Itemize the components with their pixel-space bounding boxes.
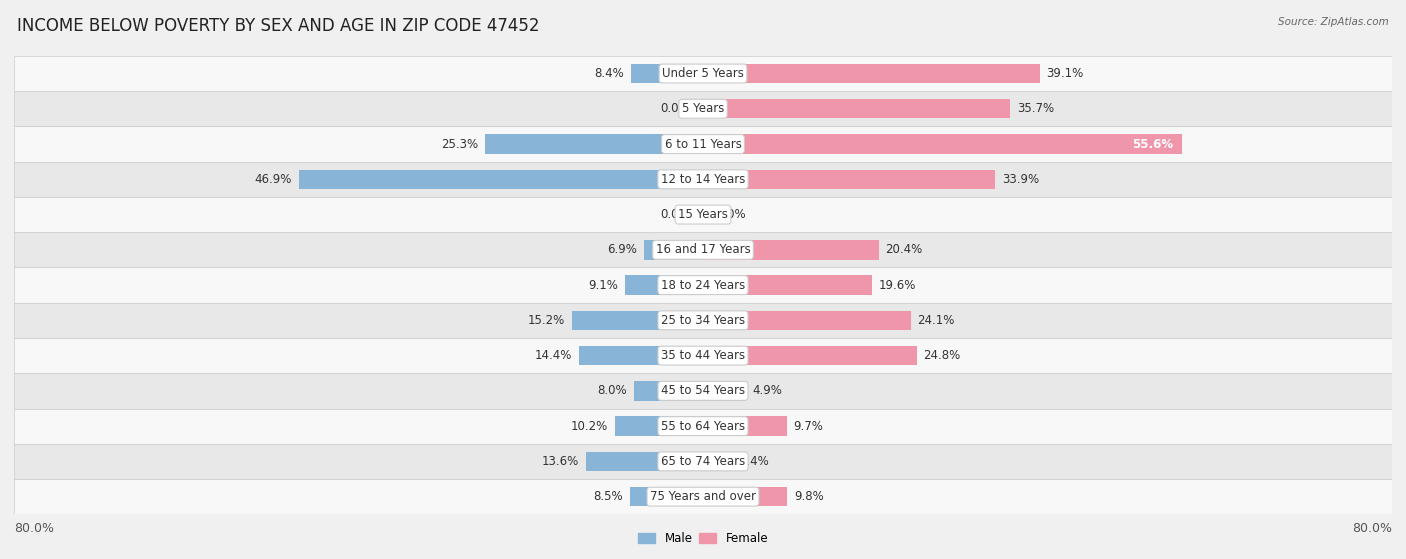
Bar bbox=[14, 373, 1392, 409]
Text: 14.4%: 14.4% bbox=[534, 349, 572, 362]
Text: 35 to 44 Years: 35 to 44 Years bbox=[661, 349, 745, 362]
Text: 4.9%: 4.9% bbox=[752, 385, 782, 397]
Text: 18 to 24 Years: 18 to 24 Years bbox=[661, 278, 745, 292]
Text: 8.4%: 8.4% bbox=[593, 67, 624, 80]
Bar bbox=[703, 346, 917, 366]
Bar bbox=[14, 303, 1392, 338]
Bar bbox=[14, 267, 1392, 303]
Text: 10.2%: 10.2% bbox=[571, 420, 609, 433]
Text: 6 to 11 Years: 6 to 11 Years bbox=[665, 138, 741, 150]
Text: 15 Years: 15 Years bbox=[678, 208, 728, 221]
Bar bbox=[644, 240, 703, 259]
Bar bbox=[703, 452, 733, 471]
Text: Source: ZipAtlas.com: Source: ZipAtlas.com bbox=[1278, 17, 1389, 27]
Text: 0.0%: 0.0% bbox=[661, 208, 690, 221]
Bar bbox=[703, 99, 1011, 119]
Bar bbox=[14, 126, 1392, 162]
Text: 15.2%: 15.2% bbox=[529, 314, 565, 327]
Bar bbox=[631, 64, 703, 83]
Bar bbox=[616, 416, 703, 436]
Text: 5 Years: 5 Years bbox=[682, 102, 724, 115]
Text: 45 to 54 Years: 45 to 54 Years bbox=[661, 385, 745, 397]
Bar bbox=[14, 56, 1392, 91]
Bar bbox=[485, 134, 703, 154]
Bar bbox=[14, 91, 1392, 126]
Bar bbox=[624, 276, 703, 295]
Text: 9.8%: 9.8% bbox=[794, 490, 824, 503]
Bar bbox=[703, 240, 879, 259]
Legend: Male, Female: Male, Female bbox=[633, 527, 773, 549]
Text: INCOME BELOW POVERTY BY SEX AND AGE IN ZIP CODE 47452: INCOME BELOW POVERTY BY SEX AND AGE IN Z… bbox=[17, 17, 540, 35]
Text: 0.0%: 0.0% bbox=[716, 208, 745, 221]
Text: 0.0%: 0.0% bbox=[661, 102, 690, 115]
Bar bbox=[572, 311, 703, 330]
Bar bbox=[703, 134, 1182, 154]
Text: 39.1%: 39.1% bbox=[1046, 67, 1084, 80]
Text: 33.9%: 33.9% bbox=[1002, 173, 1039, 186]
Bar bbox=[579, 346, 703, 366]
Text: 24.8%: 24.8% bbox=[924, 349, 960, 362]
Text: 55 to 64 Years: 55 to 64 Years bbox=[661, 420, 745, 433]
Text: 55.6%: 55.6% bbox=[1132, 138, 1173, 150]
Text: 24.1%: 24.1% bbox=[918, 314, 955, 327]
Text: 20.4%: 20.4% bbox=[886, 243, 922, 257]
Text: 35.7%: 35.7% bbox=[1018, 102, 1054, 115]
Bar bbox=[703, 416, 786, 436]
Bar bbox=[14, 479, 1392, 514]
Bar bbox=[703, 311, 911, 330]
Text: 25.3%: 25.3% bbox=[441, 138, 478, 150]
Bar bbox=[703, 381, 745, 401]
Text: 12 to 14 Years: 12 to 14 Years bbox=[661, 173, 745, 186]
Text: 9.7%: 9.7% bbox=[793, 420, 824, 433]
Text: 80.0%: 80.0% bbox=[1353, 522, 1392, 535]
Text: 13.6%: 13.6% bbox=[541, 455, 579, 468]
Bar bbox=[14, 232, 1392, 267]
Bar bbox=[634, 381, 703, 401]
Bar bbox=[630, 487, 703, 506]
Text: 46.9%: 46.9% bbox=[254, 173, 292, 186]
Text: 75 Years and over: 75 Years and over bbox=[650, 490, 756, 503]
Bar bbox=[14, 162, 1392, 197]
Bar bbox=[14, 197, 1392, 232]
Bar bbox=[14, 444, 1392, 479]
Bar bbox=[700, 205, 703, 224]
Bar bbox=[703, 276, 872, 295]
Text: 3.4%: 3.4% bbox=[740, 455, 769, 468]
Text: 6.9%: 6.9% bbox=[607, 243, 637, 257]
Bar bbox=[703, 64, 1039, 83]
Text: 8.0%: 8.0% bbox=[598, 385, 627, 397]
Bar bbox=[703, 205, 706, 224]
Text: 25 to 34 Years: 25 to 34 Years bbox=[661, 314, 745, 327]
Bar bbox=[14, 338, 1392, 373]
Text: 16 and 17 Years: 16 and 17 Years bbox=[655, 243, 751, 257]
Bar bbox=[299, 169, 703, 189]
Text: 8.5%: 8.5% bbox=[593, 490, 623, 503]
Text: 65 to 74 Years: 65 to 74 Years bbox=[661, 455, 745, 468]
Bar bbox=[586, 452, 703, 471]
Text: Under 5 Years: Under 5 Years bbox=[662, 67, 744, 80]
Text: 80.0%: 80.0% bbox=[14, 522, 53, 535]
Bar bbox=[703, 487, 787, 506]
Bar bbox=[14, 409, 1392, 444]
Bar bbox=[700, 99, 703, 119]
Text: 9.1%: 9.1% bbox=[588, 278, 617, 292]
Text: 19.6%: 19.6% bbox=[879, 278, 917, 292]
Bar bbox=[703, 169, 995, 189]
